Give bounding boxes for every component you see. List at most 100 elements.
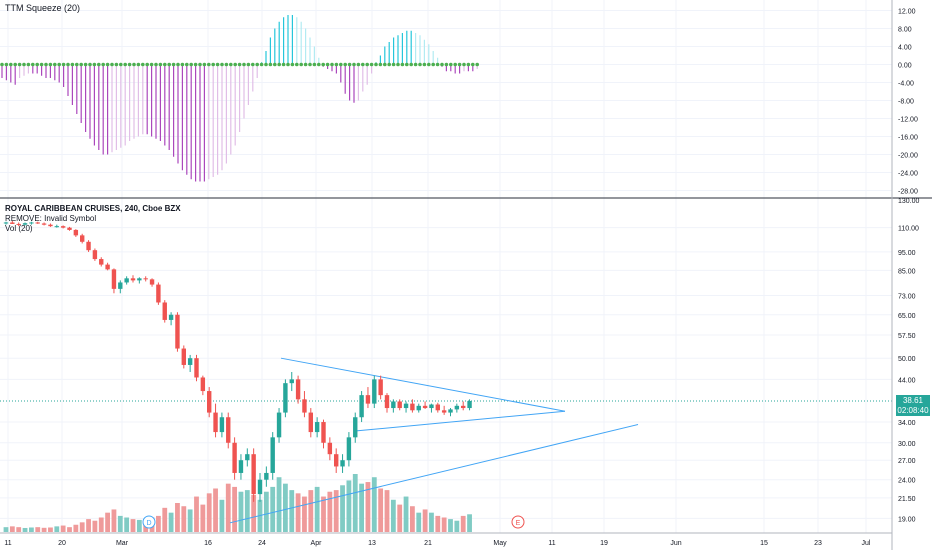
candle-body — [213, 412, 218, 433]
squeeze-dot — [180, 62, 185, 67]
candle-body — [397, 401, 402, 409]
price-y-tick-label: 34.00 — [898, 420, 916, 427]
squeeze-dot — [13, 62, 17, 67]
price-y-tick-label: 57.50 — [898, 333, 916, 340]
squeeze-dot — [427, 62, 431, 67]
osc-title: TTM Squeeze (20) — [5, 3, 81, 13]
x-tick-label: 20 — [58, 540, 66, 547]
squeeze-dot — [185, 62, 189, 67]
volume-bar — [136, 519, 142, 532]
volume-bar — [429, 512, 434, 532]
squeeze-dot — [246, 62, 251, 67]
squeeze-dot — [286, 62, 290, 67]
squeeze-dot — [330, 62, 334, 67]
squeeze-dot — [237, 62, 242, 67]
squeeze-dot — [462, 62, 466, 67]
event-marker-label: E — [516, 520, 521, 527]
candle-body — [124, 278, 129, 283]
volume-bar — [422, 509, 428, 532]
squeeze-dot — [334, 62, 339, 67]
volume-bar — [22, 527, 28, 532]
squeeze-dot — [189, 62, 193, 67]
squeeze-dot — [97, 62, 101, 67]
squeeze-dot — [308, 62, 312, 67]
squeeze-dot — [449, 62, 453, 67]
volume-bar — [200, 504, 206, 532]
squeeze-dot — [391, 62, 396, 67]
x-tick-label: May — [493, 540, 507, 547]
squeeze-dot — [31, 62, 35, 67]
price-y-tick-label: 65.00 — [898, 313, 916, 320]
squeeze-dot — [158, 62, 163, 67]
squeeze-dot — [409, 62, 414, 67]
price-y-tick-label: 21.50 — [898, 496, 916, 503]
candle-body — [41, 223, 47, 225]
candle-body — [29, 222, 34, 224]
squeeze-dot — [413, 62, 418, 67]
candle-body — [302, 399, 307, 413]
squeeze-dot — [123, 62, 127, 67]
squeeze-dot — [361, 62, 365, 67]
squeeze-dot — [26, 62, 31, 67]
candle-body — [295, 379, 301, 400]
volume-bar — [390, 499, 396, 532]
candle-body — [219, 417, 225, 433]
candle-body — [80, 235, 85, 242]
volume-bar — [448, 519, 453, 532]
volume-bar — [308, 490, 314, 532]
volume-bar — [410, 506, 415, 532]
candle-body — [461, 405, 466, 409]
volume-bar — [384, 490, 390, 532]
candle-body — [111, 269, 117, 289]
squeeze-dot — [224, 62, 229, 67]
osc-y-tick-label: 12.00 — [898, 9, 916, 16]
candle-body — [441, 410, 447, 413]
candle-body — [168, 314, 174, 320]
candle-body — [149, 279, 155, 285]
squeeze-dot — [264, 62, 268, 67]
candle-body — [308, 412, 313, 433]
candle-body — [156, 284, 161, 303]
candle-body — [353, 417, 358, 438]
volume-bar — [162, 507, 168, 532]
price-y-tick-label: 110.00 — [898, 226, 919, 233]
squeeze-dot — [149, 62, 154, 67]
candle-body — [143, 278, 148, 280]
volume-bar — [111, 509, 117, 532]
price-series[interactable] — [3, 221, 472, 502]
volume-bar — [270, 486, 276, 532]
price-y-tick-label: 73.00 — [898, 294, 916, 301]
volume-bar — [403, 496, 409, 532]
candle-body — [35, 222, 40, 224]
candle-body — [3, 222, 9, 224]
ttm-squeeze-pane[interactable] — [0, 15, 480, 182]
volume-bar — [238, 491, 244, 532]
squeeze-dot — [141, 62, 145, 67]
candle-body — [54, 226, 59, 228]
candle-body — [251, 454, 256, 495]
squeeze-dot — [255, 62, 259, 67]
event-marker-label: D — [146, 520, 151, 527]
squeeze-dot — [242, 62, 246, 67]
squeeze-dot — [220, 62, 224, 67]
volume-bar — [397, 504, 403, 532]
candle-body — [194, 358, 199, 378]
squeeze-dot — [215, 62, 220, 67]
x-tick-label: 24 — [258, 540, 266, 547]
squeeze-dot — [202, 62, 207, 67]
trendlines[interactable] — [229, 357, 639, 524]
osc-y-tick-label: -24.00 — [898, 171, 918, 178]
squeeze-dot — [396, 62, 400, 67]
squeeze-dot — [44, 62, 48, 67]
squeeze-dot — [383, 62, 387, 67]
volume-bar — [86, 519, 91, 532]
volume-bar — [16, 527, 22, 532]
squeeze-dot — [198, 62, 202, 67]
x-tick-label: 21 — [424, 540, 432, 547]
candle-body — [162, 302, 167, 320]
candle-body — [346, 437, 352, 461]
volume-bar — [276, 477, 282, 532]
candle-body — [448, 409, 453, 413]
volume-bar — [441, 517, 447, 532]
